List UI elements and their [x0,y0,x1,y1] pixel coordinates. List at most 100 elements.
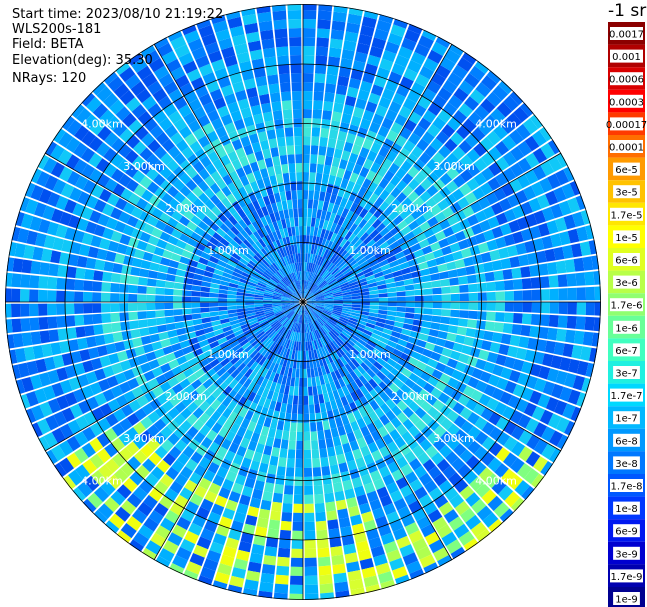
ray-gate [303,172,309,182]
ray-gate [256,386,265,397]
ray-gate [335,139,345,151]
ray-gate [204,199,216,211]
ray-gate [427,432,440,445]
ray-gate [89,437,104,453]
ray-gate [364,271,374,278]
ray-gate [336,322,346,329]
ray-gate [155,287,165,295]
ray-gate [132,141,147,155]
ray-gate [170,253,182,262]
ray-gate [428,466,442,480]
ray-gate [5,272,13,287]
ray-gate [500,333,512,345]
ray-gate [194,226,205,237]
ray-gate [544,340,556,354]
ray-gate [363,211,373,222]
ray-gate [299,359,303,369]
ray-gate [357,549,372,561]
ray-gate [162,345,174,355]
ray-gate [314,264,319,274]
ray-gate [361,566,377,579]
ray-gate [188,337,199,346]
ray-gate [263,291,273,296]
ray-gate [272,363,279,373]
ray-gate [322,474,332,485]
ray-gate [35,358,47,373]
ray-gate [303,333,306,342]
ray-gate [372,173,383,185]
ray-gate [550,203,564,219]
ray-gate [243,144,254,156]
ray-gate [305,280,309,290]
ray-gate [418,238,430,249]
ray-gate [317,19,331,30]
ray-gate [151,254,162,264]
ray-gate [365,584,381,594]
ray-gate [299,289,302,299]
ray-gate [304,290,309,299]
ray-gate [148,235,160,246]
ray-gate [481,421,496,436]
ray-gate [311,322,316,331]
ray-gate [368,312,379,318]
ray-gate [336,84,348,96]
ray-gate [230,368,241,379]
ray-gate [90,235,102,248]
ray-gate [555,370,568,385]
ray-gate [14,243,26,258]
ray-gate [296,280,300,290]
ray-gate [539,276,550,289]
ray-gate [236,295,246,299]
ray-gate [390,175,401,187]
ray-gate [420,400,432,413]
ray-gate [222,546,237,558]
ray-gate [281,305,291,309]
ray-gate [117,159,132,173]
ray-gate [149,398,162,411]
ray-gate [373,208,384,219]
ray-gate [408,220,420,231]
ray-gate [362,346,372,356]
ray-gate [531,181,545,197]
ray-gate [292,235,297,245]
ray-gate [186,413,198,426]
ray-gate [297,332,300,342]
ray-gate [114,341,126,352]
ray-gate [331,20,346,32]
ray-gate [146,153,160,167]
ray-gate [298,305,302,315]
ray-gate [294,262,298,272]
ray-gate [248,317,258,323]
ray-gate [518,446,533,462]
ray-gate [282,247,288,257]
ray-gate [116,243,128,255]
ray-gate [452,110,468,125]
ray-gate [198,257,209,266]
ray-gate [529,390,542,405]
ray-gate [306,303,316,308]
ray-gate [332,291,343,296]
ray-gate [272,410,280,421]
ray-gate [323,292,333,297]
ray-gate [176,239,187,250]
ray-gate [355,254,365,263]
ray-gate [316,163,324,174]
ray-gate [285,255,291,265]
ray-gate [280,365,286,376]
ray-gate [439,271,449,280]
ray-gate [203,101,216,114]
ray-gate [323,259,330,269]
ray-gate [297,422,303,432]
ray-gate [313,309,322,315]
ray-gate [378,259,389,267]
ray-gate [270,92,281,103]
ray-gate [290,244,295,255]
ray-gate [206,260,217,269]
ray-gate [354,355,364,365]
ray-gate [193,106,206,120]
ray-gate [287,330,292,340]
ray-gate [242,388,252,399]
ray-gate [217,259,227,268]
ray-gate [330,120,341,131]
ray-gate [190,253,201,262]
